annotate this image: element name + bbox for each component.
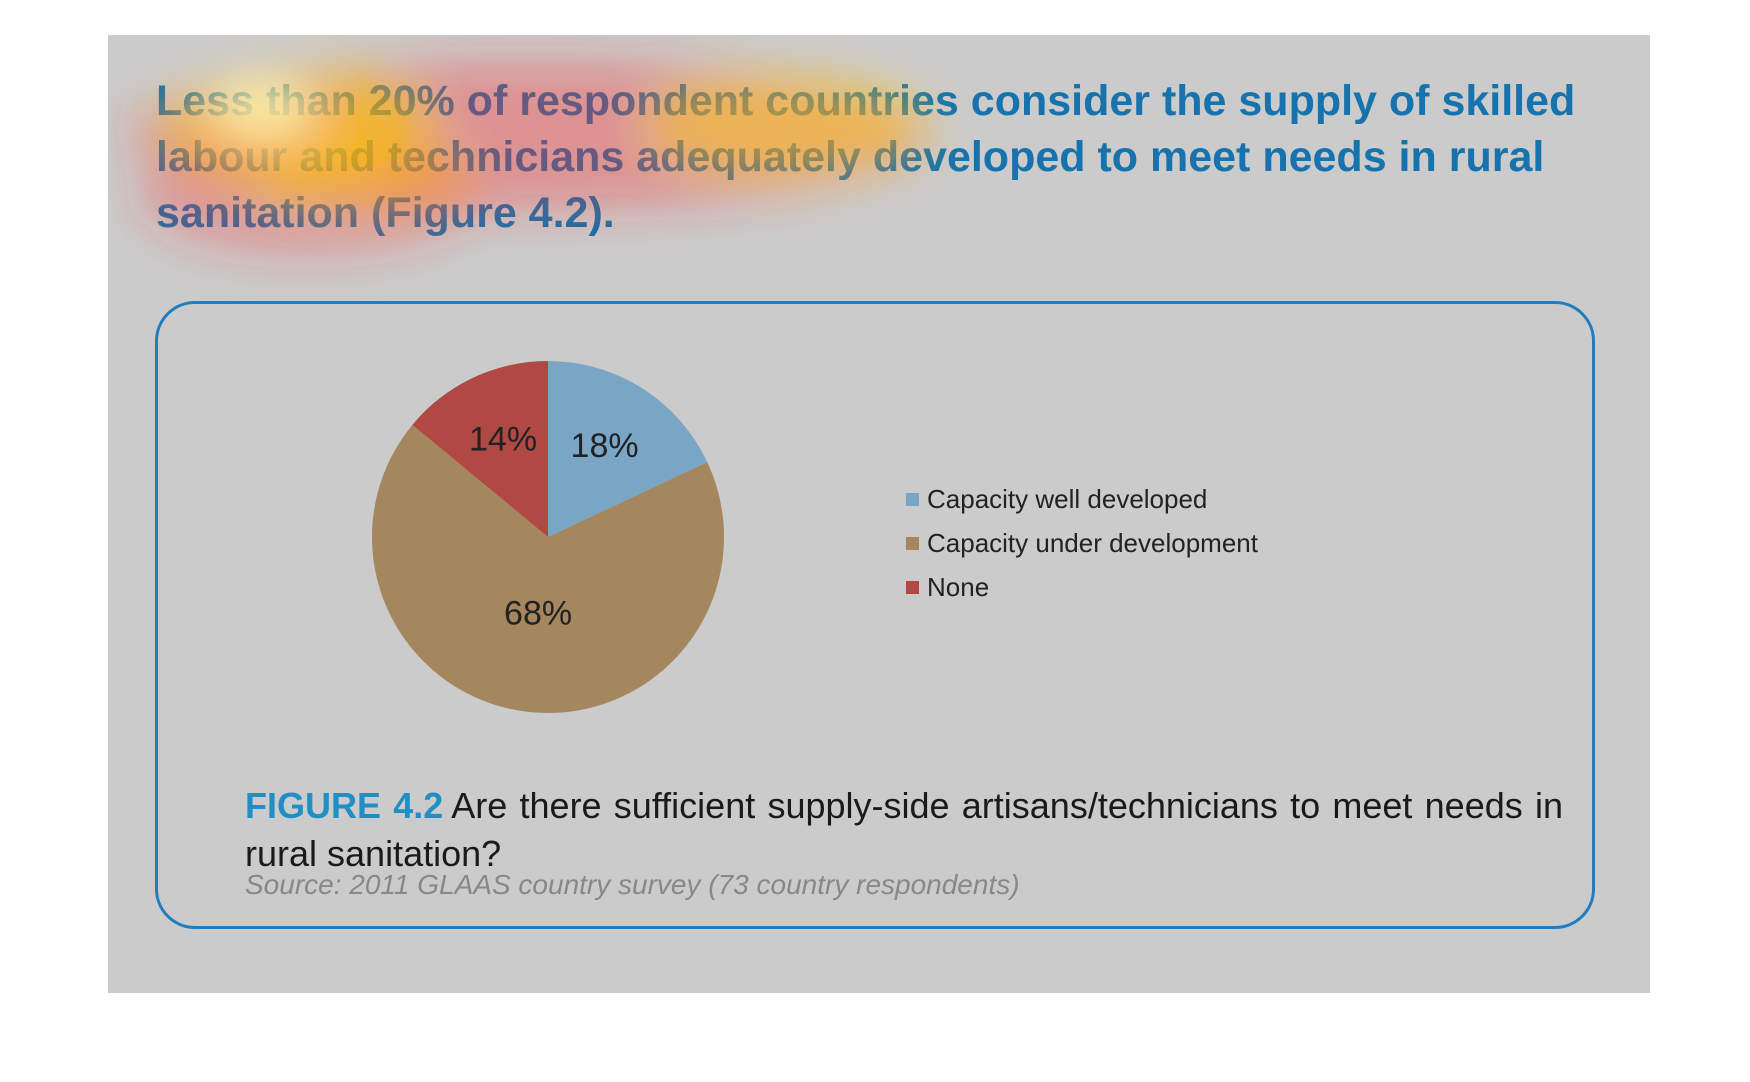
- figure-box: 18% 68% 14% Capacity well developed Capacit…: [155, 301, 1595, 929]
- legend-label: Capacity well developed: [927, 483, 1208, 514]
- pie-data-label: 18%: [571, 427, 639, 465]
- legend-label: None: [927, 571, 990, 602]
- pie-chart: 18% 68% 14%: [372, 361, 724, 713]
- pie-data-label: 14%: [469, 420, 537, 458]
- figure-caption: FIGURE 4.2 Are there sufficient supply-si…: [245, 782, 1563, 878]
- pie-slice-capacity-under-development: [372, 424, 724, 713]
- legend-item: Capacity under development: [906, 521, 1258, 565]
- legend-label: Capacity under development: [927, 527, 1258, 558]
- pie-data-label: 68%: [504, 595, 572, 633]
- legend-item: Capacity well developed: [906, 477, 1258, 521]
- slide-panel: Less than 20% of respondent countries co…: [108, 35, 1650, 993]
- legend-swatch: [906, 580, 919, 594]
- chart-legend: Capacity well developed Capacity under de…: [906, 477, 1258, 609]
- legend-swatch: [906, 536, 919, 550]
- figure-caption-text: Are there sufficient supply-side artisan…: [245, 785, 1563, 874]
- legend-swatch: [906, 492, 919, 506]
- figure-label: FIGURE 4.2: [245, 785, 444, 826]
- headline: Less than 20% of respondent countries co…: [156, 77, 1576, 237]
- legend-item: None: [906, 565, 1258, 609]
- pie-slice-none: [412, 361, 548, 537]
- figure-source: Source: 2011 GLAAS country survey (73 co…: [245, 869, 1020, 900]
- pie-slice-capacity-well-developed: [548, 361, 708, 537]
